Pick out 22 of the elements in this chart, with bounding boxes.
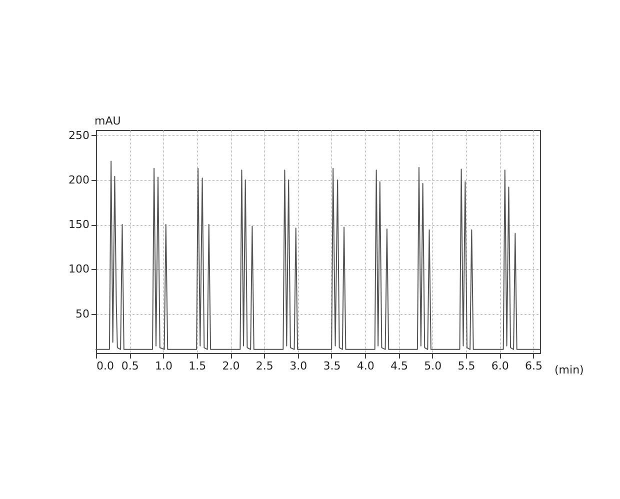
- x-tick-label: 2.0: [222, 360, 240, 372]
- y-tick-label: 200: [68, 173, 90, 186]
- x-axis-title: (min): [554, 364, 584, 376]
- x-tick-label: 0.5: [121, 360, 139, 372]
- line-series: [96, 160, 540, 350]
- y-tick-label: 50: [76, 307, 90, 320]
- x-tick-label: 4.5: [390, 360, 408, 372]
- x-tick-label: 4.0: [356, 360, 374, 372]
- y-tick-label: 100: [68, 262, 90, 276]
- x-tick-label: 1.0: [155, 360, 173, 372]
- x-tick-label: 6.0: [491, 360, 509, 372]
- x-tick-label: 6.5: [525, 360, 543, 372]
- x-tick-label: 1.5: [188, 360, 206, 372]
- x-tick-label: 0.0: [96, 360, 114, 372]
- x-tick-label: 2.5: [256, 360, 274, 372]
- x-tick-label: 3.5: [323, 360, 341, 372]
- y-tick-label: 250: [68, 128, 90, 142]
- x-tick-label: 5.5: [458, 360, 476, 372]
- x-tick-label: 3.0: [290, 360, 308, 372]
- y-tick-label: 150: [68, 218, 90, 232]
- x-tick-label: 5.0: [424, 360, 442, 372]
- y-axis-title: mAU: [94, 114, 121, 128]
